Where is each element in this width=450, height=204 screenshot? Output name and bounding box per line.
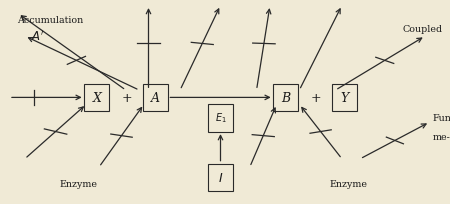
Text: Y: Y — [340, 91, 348, 104]
FancyBboxPatch shape — [85, 84, 109, 112]
Text: Coupled: Coupled — [403, 25, 443, 34]
Text: $E_1$: $E_1$ — [215, 110, 226, 124]
Text: B: B — [281, 91, 290, 104]
Text: +: + — [122, 91, 132, 104]
Text: $A'$: $A'$ — [31, 30, 44, 44]
Text: $I$: $I$ — [218, 171, 223, 184]
FancyBboxPatch shape — [208, 164, 233, 191]
FancyBboxPatch shape — [208, 104, 233, 132]
Text: me-: me- — [433, 132, 450, 141]
Text: Accumulation: Accumulation — [17, 16, 83, 25]
Text: A: A — [151, 91, 160, 104]
FancyBboxPatch shape — [274, 84, 298, 112]
Text: Enzyme: Enzyme — [60, 179, 98, 188]
Text: Fun-: Fun- — [433, 114, 450, 123]
Text: +: + — [310, 91, 321, 104]
FancyBboxPatch shape — [332, 84, 357, 112]
FancyBboxPatch shape — [143, 84, 167, 112]
Text: X: X — [92, 91, 101, 104]
Text: Enzyme: Enzyme — [330, 179, 368, 188]
